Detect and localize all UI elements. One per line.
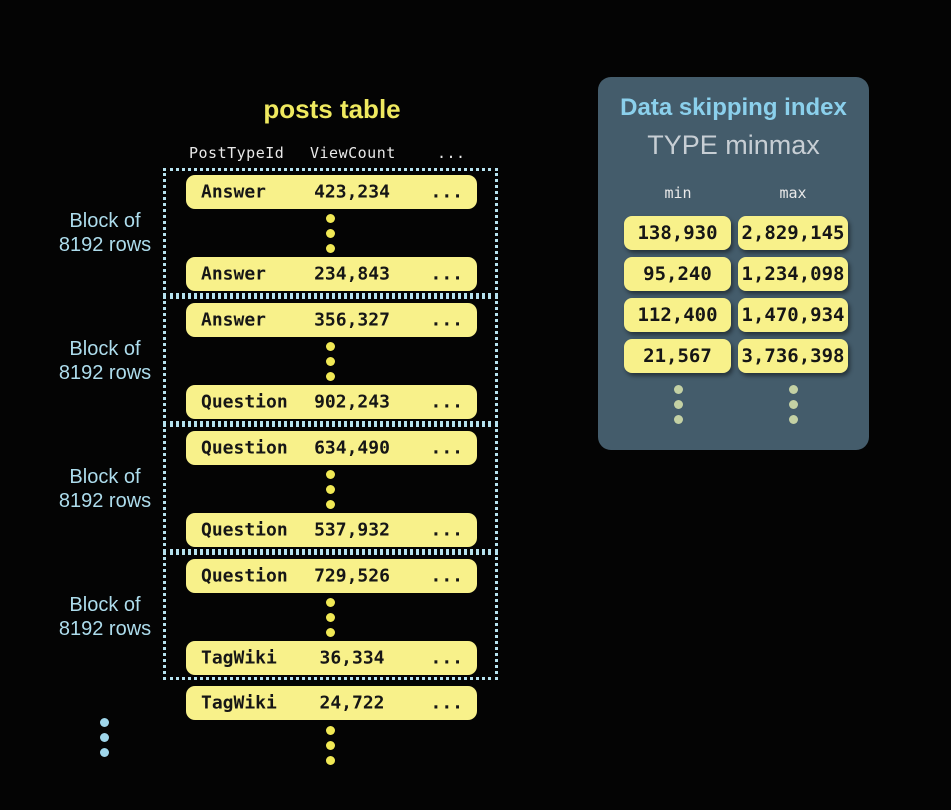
index-max-value: 1,470,934 — [738, 298, 848, 332]
row-ellipsis: ... — [430, 565, 463, 587]
posts-table-title: posts table — [263, 94, 401, 124]
row-post-type: Question — [201, 437, 288, 459]
index-min-value: 112,400 — [624, 298, 731, 332]
row-view-count: 356,327 — [314, 309, 390, 331]
block-outline-3 — [163, 424, 498, 552]
row-view-count: 729,526 — [314, 565, 390, 587]
row-view-count: 24,722 — [319, 692, 385, 714]
block-label-line2: 8192 rows — [58, 234, 152, 256]
index-min-value: 21,567 — [624, 339, 731, 373]
ellipsis-dots — [674, 385, 683, 424]
row-post-type: TagWiki — [201, 692, 277, 714]
index-max-value: 1,234,098 — [738, 257, 848, 291]
row-view-count: 537,932 — [314, 519, 390, 541]
block-label-line2: 8192 rows — [58, 490, 152, 512]
row-ellipsis: ... — [430, 692, 463, 714]
row-ellipsis: ... — [430, 263, 463, 285]
data-skipping-index-panel: Data skipping index TYPE minmax min max … — [598, 77, 869, 450]
row-ellipsis: ... — [430, 519, 463, 541]
block-label-line2: 8192 rows — [58, 618, 152, 640]
row-ellipsis: ... — [430, 309, 463, 331]
column-header-max: max — [779, 184, 807, 202]
block-outline-4 — [163, 552, 498, 680]
block-label-2: Block of 8192 rows — [30, 337, 180, 385]
block-label-line1: Block of — [69, 338, 141, 360]
ellipsis-dots — [326, 342, 335, 381]
row-ellipsis: ... — [430, 437, 463, 459]
row-post-type: Answer — [201, 181, 267, 203]
row-ellipsis: ... — [430, 391, 463, 413]
ellipsis-dots — [326, 726, 335, 765]
row-post-type: Question — [201, 391, 288, 413]
table-row: TagWiki 24,722 ... — [186, 686, 477, 720]
row-post-type: Question — [201, 519, 288, 541]
table-row: Answer 234,843 ... — [186, 257, 477, 291]
ellipsis-dots — [789, 385, 798, 424]
row-view-count: 36,334 — [319, 647, 385, 669]
panel-subtitle: TYPE minmax — [647, 130, 820, 160]
table-row: TagWiki 36,334 ... — [186, 641, 477, 675]
block-outline-2 — [163, 296, 498, 424]
row-post-type: Answer — [201, 309, 267, 331]
panel-title: Data skipping index — [620, 94, 847, 121]
ellipsis-dots — [326, 470, 335, 509]
block-label-line1: Block of — [69, 466, 141, 488]
block-label-line2: 8192 rows — [58, 362, 152, 384]
block-label-3: Block of 8192 rows — [30, 465, 180, 513]
column-header-min: min — [664, 184, 692, 202]
ellipsis-dots — [326, 598, 335, 637]
block-label-line1: Block of — [69, 594, 141, 616]
row-view-count: 634,490 — [314, 437, 390, 459]
block-label-line1: Block of — [69, 210, 141, 232]
column-header-ellipsis: ... — [437, 144, 466, 162]
row-post-type: Answer — [201, 263, 267, 285]
table-row: Answer 356,327 ... — [186, 303, 477, 337]
index-min-value: 95,240 — [624, 257, 731, 291]
row-post-type: Question — [201, 565, 288, 587]
table-row: Question 537,932 ... — [186, 513, 477, 547]
table-row: Answer 423,234 ... — [186, 175, 477, 209]
more-blocks-dots — [100, 718, 109, 757]
block-label-4: Block of 8192 rows — [30, 593, 180, 641]
table-row: Question 729,526 ... — [186, 559, 477, 593]
ellipsis-dots — [326, 214, 335, 253]
block-outline-1 — [163, 168, 498, 296]
row-view-count: 423,234 — [314, 181, 390, 203]
row-ellipsis: ... — [430, 181, 463, 203]
index-max-value: 2,829,145 — [738, 216, 848, 250]
column-header-posttypeid: PostTypeId — [189, 144, 285, 162]
block-label-1: Block of 8192 rows — [30, 209, 180, 257]
column-header-viewcount: ViewCount — [310, 144, 396, 162]
row-post-type: TagWiki — [201, 647, 277, 669]
row-view-count: 234,843 — [314, 263, 390, 285]
table-row: Question 634,490 ... — [186, 431, 477, 465]
table-row: Question 902,243 ... — [186, 385, 477, 419]
row-view-count: 902,243 — [314, 391, 390, 413]
index-min-value: 138,930 — [624, 216, 731, 250]
row-ellipsis: ... — [430, 647, 463, 669]
index-max-value: 3,736,398 — [738, 339, 848, 373]
